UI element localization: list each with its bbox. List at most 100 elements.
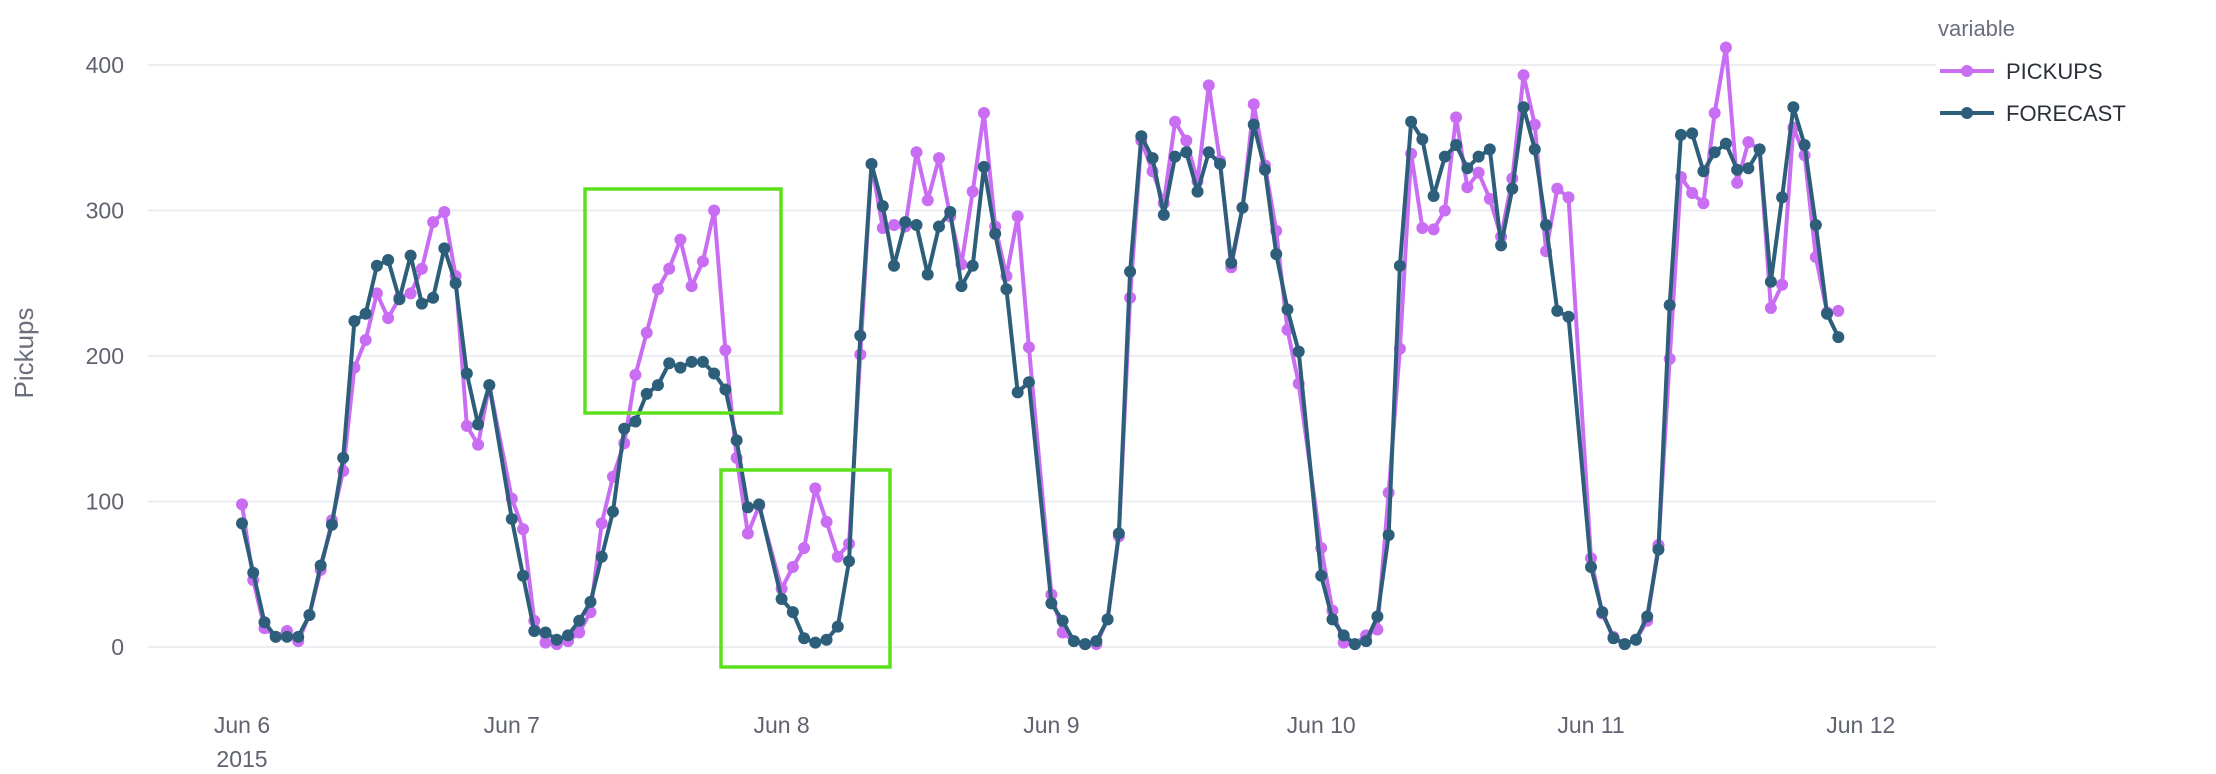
forecast-point[interactable]	[1382, 528, 1395, 541]
forecast-point[interactable]	[1832, 331, 1845, 344]
forecast-point[interactable]	[1674, 128, 1687, 141]
forecast-point[interactable]	[820, 633, 833, 646]
pickups-point[interactable]	[1562, 191, 1575, 204]
forecast-point[interactable]	[1809, 219, 1822, 232]
pickups-point[interactable]	[595, 517, 608, 530]
forecast-point[interactable]	[1315, 569, 1328, 582]
pickups-point[interactable]	[1022, 341, 1035, 354]
forecast-point[interactable]	[539, 626, 552, 639]
forecast-point[interactable]	[505, 512, 518, 525]
forecast-point[interactable]	[449, 277, 462, 290]
forecast-point[interactable]	[651, 379, 664, 392]
pickups-point[interactable]	[359, 333, 372, 346]
forecast-point[interactable]	[359, 307, 372, 320]
pickups-point[interactable]	[910, 146, 923, 159]
forecast-point[interactable]	[280, 630, 293, 643]
forecast-point[interactable]	[483, 379, 496, 392]
pickups-point[interactable]	[1686, 187, 1699, 200]
forecast-point[interactable]	[1169, 150, 1182, 163]
forecast-point[interactable]	[337, 451, 350, 464]
forecast-point[interactable]	[899, 216, 912, 229]
pickups-point[interactable]	[674, 233, 687, 246]
legend[interactable]: variable PICKUPS FORECAST	[1938, 16, 2126, 126]
pickups-point[interactable]	[1416, 221, 1429, 234]
forecast-point[interactable]	[292, 630, 305, 643]
pickups-point[interactable]	[741, 527, 754, 540]
forecast-point[interactable]	[1022, 376, 1035, 389]
forecast-point[interactable]	[1618, 638, 1631, 651]
forecast-point[interactable]	[348, 315, 361, 328]
forecast-point[interactable]	[1191, 185, 1204, 198]
forecast-point[interactable]	[663, 357, 676, 370]
forecast-point[interactable]	[1798, 139, 1811, 152]
pickups-point[interactable]	[1776, 278, 1789, 291]
pickups-point[interactable]	[651, 283, 664, 296]
forecast-point[interactable]	[1663, 299, 1676, 312]
forecast-point[interactable]	[696, 355, 709, 368]
forecast-point[interactable]	[640, 387, 653, 400]
forecast-point[interactable]	[1472, 150, 1485, 163]
forecast-point[interactable]	[1079, 638, 1092, 651]
forecast-point[interactable]	[1292, 345, 1305, 358]
forecast-point[interactable]	[1585, 560, 1597, 573]
legend-item-pickups[interactable]: PICKUPS	[1940, 59, 2103, 84]
forecast-point[interactable]	[854, 329, 867, 342]
forecast-point[interactable]	[584, 595, 597, 608]
forecast-point[interactable]	[1652, 543, 1665, 556]
forecast-point[interactable]	[1247, 118, 1260, 131]
forecast-point[interactable]	[1697, 165, 1710, 178]
forecast-point[interactable]	[1506, 182, 1519, 195]
forecast-point[interactable]	[730, 434, 743, 447]
forecast-point[interactable]	[685, 355, 698, 368]
forecast-point[interactable]	[629, 415, 642, 428]
forecast-point[interactable]	[303, 608, 316, 621]
forecast-point[interactable]	[1427, 189, 1440, 202]
forecast-point[interactable]	[1258, 163, 1271, 176]
forecast-point[interactable]	[775, 592, 788, 605]
forecast-point[interactable]	[1742, 162, 1755, 175]
forecast-point[interactable]	[1202, 146, 1215, 159]
pickups-point[interactable]	[932, 152, 945, 165]
pickups-point[interactable]	[472, 438, 485, 451]
forecast-point[interactable]	[595, 550, 608, 563]
forecast-point[interactable]	[966, 259, 979, 272]
forecast-point[interactable]	[1764, 275, 1777, 288]
forecast-point[interactable]	[550, 633, 563, 646]
legend-item-forecast[interactable]: FORECAST	[1940, 101, 2126, 126]
pickups-point[interactable]	[404, 287, 417, 300]
forecast-point[interactable]	[1045, 597, 1058, 610]
forecast-point[interactable]	[1326, 613, 1339, 626]
forecast-point[interactable]	[1787, 101, 1800, 114]
forecast-point[interactable]	[472, 418, 485, 431]
forecast-point[interactable]	[258, 616, 271, 629]
pickups-point[interactable]	[1438, 204, 1451, 217]
pickups-point[interactable]	[236, 498, 248, 511]
pickups-point[interactable]	[708, 204, 721, 217]
forecast-point[interactable]	[1011, 386, 1024, 399]
forecast-point[interactable]	[1124, 265, 1137, 278]
forecast-point[interactable]	[977, 160, 990, 173]
pickups-point[interactable]	[382, 312, 395, 325]
forecast-point[interactable]	[1495, 239, 1508, 252]
pickups-point[interactable]	[1180, 134, 1193, 147]
forecast-point[interactable]	[1708, 146, 1721, 159]
forecast-point[interactable]	[1112, 527, 1125, 540]
pickups-point[interactable]	[809, 482, 822, 495]
forecast-point[interactable]	[1517, 101, 1530, 114]
forecast-point[interactable]	[910, 219, 923, 232]
forecast-point[interactable]	[1753, 143, 1766, 156]
pickups-point[interactable]	[640, 326, 653, 339]
forecast-point[interactable]	[1157, 208, 1170, 221]
pickups-point[interactable]	[888, 219, 901, 232]
pickups-point[interactable]	[1551, 182, 1564, 195]
forecast-point[interactable]	[1146, 152, 1159, 165]
forecast-point[interactable]	[1348, 638, 1361, 651]
pickups-point[interactable]	[1832, 304, 1845, 317]
forecast-point[interactable]	[393, 293, 406, 306]
forecast-point[interactable]	[1461, 162, 1474, 175]
forecast-point[interactable]	[562, 629, 575, 642]
forecast-point[interactable]	[753, 498, 766, 511]
pickups-point[interactable]	[719, 344, 732, 357]
forecast-point[interactable]	[1438, 150, 1451, 163]
forecast-point[interactable]	[573, 614, 586, 627]
